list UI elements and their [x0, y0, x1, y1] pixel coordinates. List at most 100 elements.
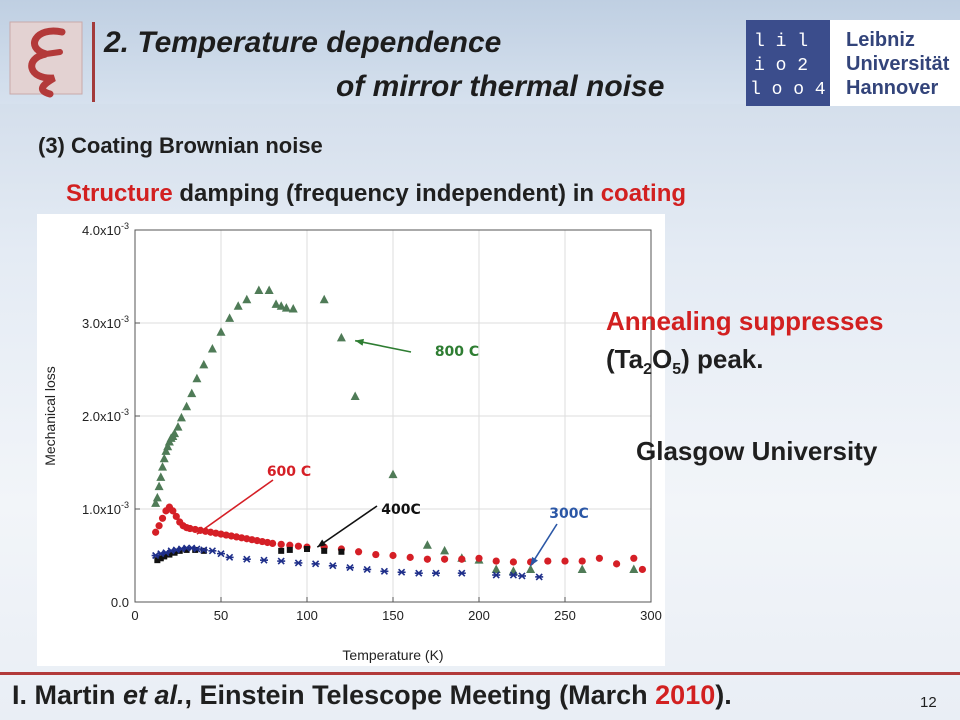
x-tick-label: 200: [468, 608, 490, 623]
page-number: 12: [920, 694, 937, 711]
series-3: [151, 544, 544, 581]
annotation-1: 600 C: [196, 464, 311, 535]
data-point: [638, 565, 647, 574]
chart-panel: 0 50 100 150 200 250 300 0.0 1.0x10-3 2.0x10-3 3.0…: [37, 214, 665, 666]
citation-author: I. Martin: [12, 680, 124, 710]
data-point: [161, 553, 168, 560]
data-point: [225, 313, 235, 322]
data-point: [254, 285, 264, 294]
university-logo: l i l i o 2 l o o 4 Leibniz Universität …: [746, 20, 960, 106]
data-point: [475, 554, 483, 562]
data-point: [187, 388, 197, 398]
annotation-arrowhead: [196, 526, 206, 535]
data-point: [577, 564, 587, 573]
data-point: [152, 492, 162, 502]
x-tick-label: 300: [640, 608, 662, 623]
data-point: [225, 553, 234, 561]
data-point: [336, 332, 346, 342]
series-layer: [151, 285, 647, 581]
mark-row-3: l o o 4: [750, 80, 826, 100]
annotation-label: 400C: [381, 502, 421, 518]
data-point: [578, 557, 586, 565]
data-point: [458, 555, 466, 563]
annotation-0: 800 C: [355, 338, 479, 360]
source-note: Glasgow University: [636, 436, 878, 466]
data-point: [288, 304, 298, 313]
y-tick-label: 1.0x10-3: [82, 500, 129, 517]
data-point: [319, 294, 329, 304]
data-point: [192, 373, 202, 383]
subscript-2: 2: [643, 361, 652, 379]
tick-layer: 0 50 100 150 200 250 300 0.0 1.0x10-3 2.0x10-3 3.0…: [82, 221, 662, 623]
data-point: [294, 559, 303, 567]
annotation-arrowhead: [530, 556, 538, 566]
data-point: [152, 528, 160, 536]
data-point: [355, 548, 363, 556]
data-point: [457, 569, 466, 577]
annealing-note-line2: (Ta2O5) peak.: [606, 344, 764, 379]
data-point: [208, 547, 217, 555]
data-point: [182, 401, 192, 411]
data-point: [166, 551, 173, 558]
y-tick-label: 0.0: [111, 595, 129, 610]
title-rule: [92, 22, 95, 102]
data-point: [177, 545, 186, 553]
y-tick-label: 3.0x10-3: [82, 314, 129, 331]
y-axis-label: Mechanical loss: [42, 366, 58, 466]
data-point: [544, 557, 552, 565]
annotation-arrowhead: [355, 338, 364, 346]
mark-row-2: i o 2: [754, 56, 808, 76]
slide-title-line2: of mirror thermal noise: [336, 70, 665, 103]
structure-word: Structure: [66, 180, 173, 207]
data-point: [199, 359, 209, 369]
citation-end: ).: [715, 680, 732, 710]
data-point: [159, 453, 169, 463]
data-point: [363, 565, 372, 574]
ta-text: (Ta: [606, 344, 644, 374]
annotation-arrow: [316, 505, 378, 548]
data-point: [388, 469, 398, 479]
x-tick-label: 150: [382, 608, 404, 623]
data-point: [216, 327, 226, 336]
data-point: [187, 544, 196, 552]
structure-middle-text: damping (frequency independent) in: [172, 180, 601, 207]
data-point: [199, 546, 208, 554]
data-point: [172, 512, 180, 521]
data-point: [414, 569, 423, 577]
data-point: [509, 558, 517, 566]
data-point: [172, 546, 181, 554]
data-point: [526, 564, 536, 573]
x-axis-label: Temperature (K): [342, 647, 443, 663]
citation-venue: , Einstein Telescope Meeting (March: [184, 680, 656, 710]
series-1: [152, 503, 647, 574]
data-point: [269, 539, 277, 548]
university-mark-icon: l i l i o 2 l o o 4: [746, 20, 830, 106]
data-point: [271, 299, 281, 308]
data-point: [491, 564, 501, 573]
annotation-layer: 800 C 600 C 400C 300C: [196, 338, 589, 567]
data-point: [169, 507, 177, 515]
data-point: [264, 285, 274, 294]
data-point: [156, 472, 166, 481]
mark-row-1: l i l: [754, 32, 808, 52]
data-point: [151, 498, 161, 507]
data-point: [277, 557, 286, 565]
grid-layer: [134, 229, 652, 603]
data-point: [372, 550, 380, 559]
x-tick-label: 100: [296, 608, 318, 623]
data-point: [350, 391, 360, 400]
data-point: [328, 562, 337, 570]
x-tick-label: 0: [131, 608, 138, 623]
data-point: [281, 303, 291, 312]
data-point: [183, 546, 190, 553]
data-point: [380, 567, 389, 575]
data-point: [170, 428, 180, 438]
data-point: [441, 555, 449, 563]
y-tick-label: 4.0x10-3: [82, 221, 129, 238]
x-tick-label: 50: [214, 608, 228, 623]
citation: I. Martin et al., Einstein Telescope Mee…: [12, 680, 732, 711]
data-point: [242, 555, 251, 563]
subheading: (3) Coating Brownian noise: [38, 133, 323, 158]
data-point: [422, 540, 432, 549]
citation-year: 2010: [655, 680, 716, 710]
